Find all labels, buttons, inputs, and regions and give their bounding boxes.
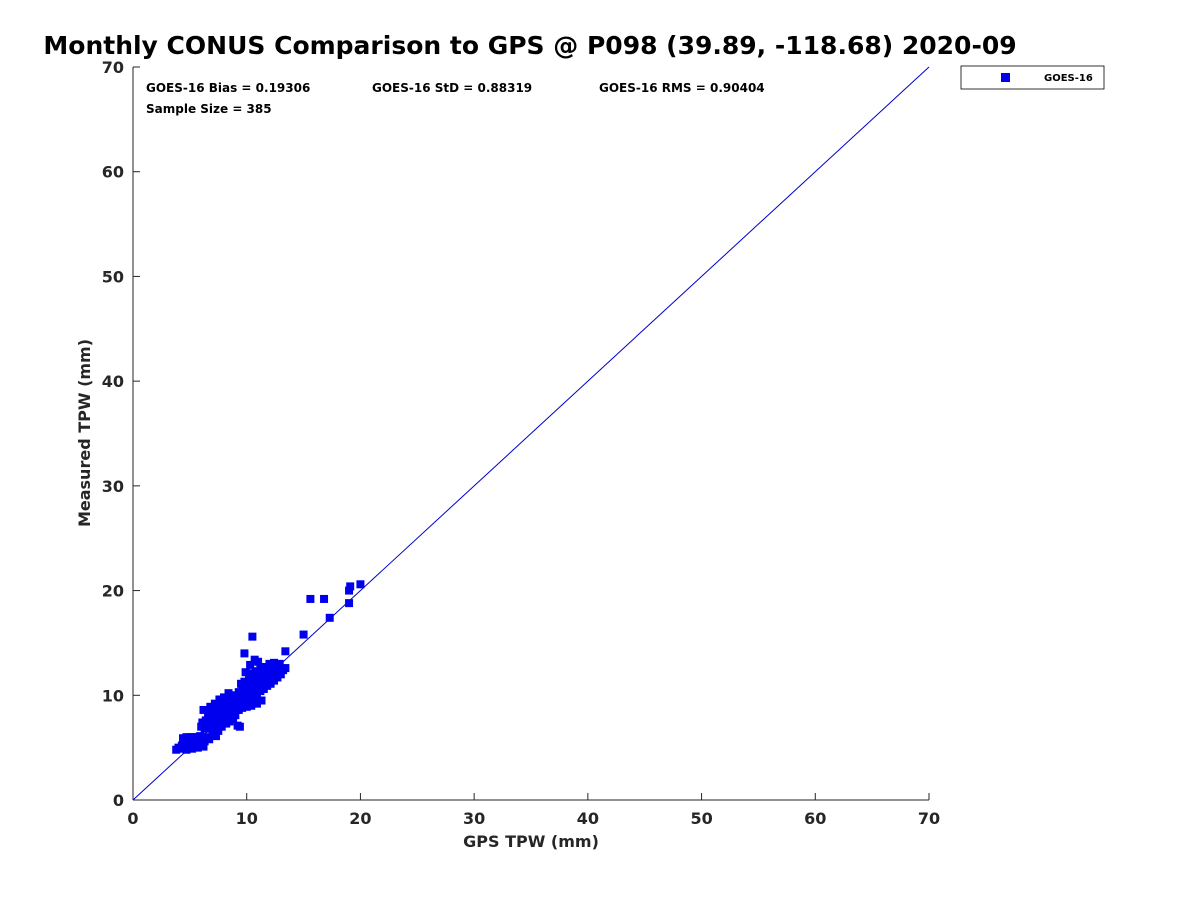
y-tick-label: 60 <box>102 163 124 182</box>
data-point <box>281 647 290 656</box>
data-point <box>199 742 208 751</box>
data-point <box>206 702 215 711</box>
data-point <box>320 594 329 603</box>
data-point <box>213 724 222 733</box>
data-point <box>242 702 251 711</box>
data-point <box>200 724 209 733</box>
data-point <box>270 658 279 667</box>
data-point <box>299 630 308 639</box>
x-tick-label: 40 <box>577 809 599 828</box>
data-point <box>248 632 257 641</box>
data-point <box>251 667 260 676</box>
y-tick-label: 30 <box>102 477 124 496</box>
y-tick-label: 0 <box>113 791 124 810</box>
axes-layer <box>132 67 929 801</box>
stat-std: GOES-16 StD = 0.88319 <box>372 81 532 95</box>
x-axis-label: GPS TPW (mm) <box>463 832 599 851</box>
data-point <box>275 659 284 668</box>
x-tick-label: 20 <box>349 809 371 828</box>
y-tick-label: 40 <box>102 372 124 391</box>
data-point <box>246 660 255 669</box>
data-point <box>235 722 244 731</box>
data-point <box>257 696 266 705</box>
data-point <box>345 599 354 608</box>
y-tick-label: 20 <box>102 582 124 601</box>
x-tick-label: 0 <box>127 809 138 828</box>
data-point <box>325 613 334 622</box>
stat-sample-size: Sample Size = 385 <box>146 102 272 116</box>
legend-box <box>960 65 1105 90</box>
data-point <box>254 657 263 666</box>
data-point <box>281 664 290 673</box>
data-point <box>256 665 265 674</box>
data-point <box>215 695 224 704</box>
data-point <box>260 663 269 672</box>
data-point <box>231 711 240 720</box>
data-point <box>200 737 209 746</box>
data-point <box>205 735 214 744</box>
legend-marker <box>1001 73 1010 82</box>
x-tick-label: 30 <box>463 809 485 828</box>
data-point <box>240 677 249 686</box>
stat-rms: GOES-16 RMS = 0.90404 <box>599 81 765 95</box>
data-point <box>276 670 285 679</box>
data-point <box>265 659 274 668</box>
data-point <box>212 732 221 741</box>
data-point <box>201 716 210 725</box>
data-point <box>219 719 228 728</box>
data-point <box>238 703 247 712</box>
data-point <box>210 699 219 708</box>
y-tick-label: 70 <box>102 58 124 77</box>
stat-bias: GOES-16 Bias = 0.19306 <box>146 81 310 95</box>
data-point <box>240 649 249 658</box>
points-layer <box>172 580 365 754</box>
data-point <box>224 689 233 698</box>
legend-label-goes-16: GOES-16 <box>1044 73 1093 84</box>
data-point <box>247 701 256 710</box>
data-point <box>345 586 354 595</box>
y-tick-label: 10 <box>102 686 124 705</box>
data-point <box>252 699 261 708</box>
x-tick-label: 70 <box>918 809 940 828</box>
data-point <box>241 668 250 677</box>
y-tick-label: 50 <box>102 267 124 286</box>
data-point <box>306 594 315 603</box>
data-point <box>356 580 365 589</box>
x-tick-label: 50 <box>690 809 712 828</box>
chart-title: Monthly CONUS Comparison to GPS @ P098 (… <box>43 31 1016 60</box>
y-axis-label: Measured TPW (mm) <box>75 339 94 527</box>
data-point <box>346 582 355 591</box>
legend: GOES-16 <box>960 65 1105 90</box>
data-point <box>199 705 208 714</box>
x-tick-label: 10 <box>236 809 258 828</box>
data-point <box>274 666 283 675</box>
ticks-layer: 0 10 20 30 40 50 60 70 0 10 20 30 40 50 60 70 <box>102 58 940 828</box>
x-tick-label: 60 <box>804 809 826 828</box>
data-point <box>219 693 228 702</box>
data-point <box>192 733 201 742</box>
